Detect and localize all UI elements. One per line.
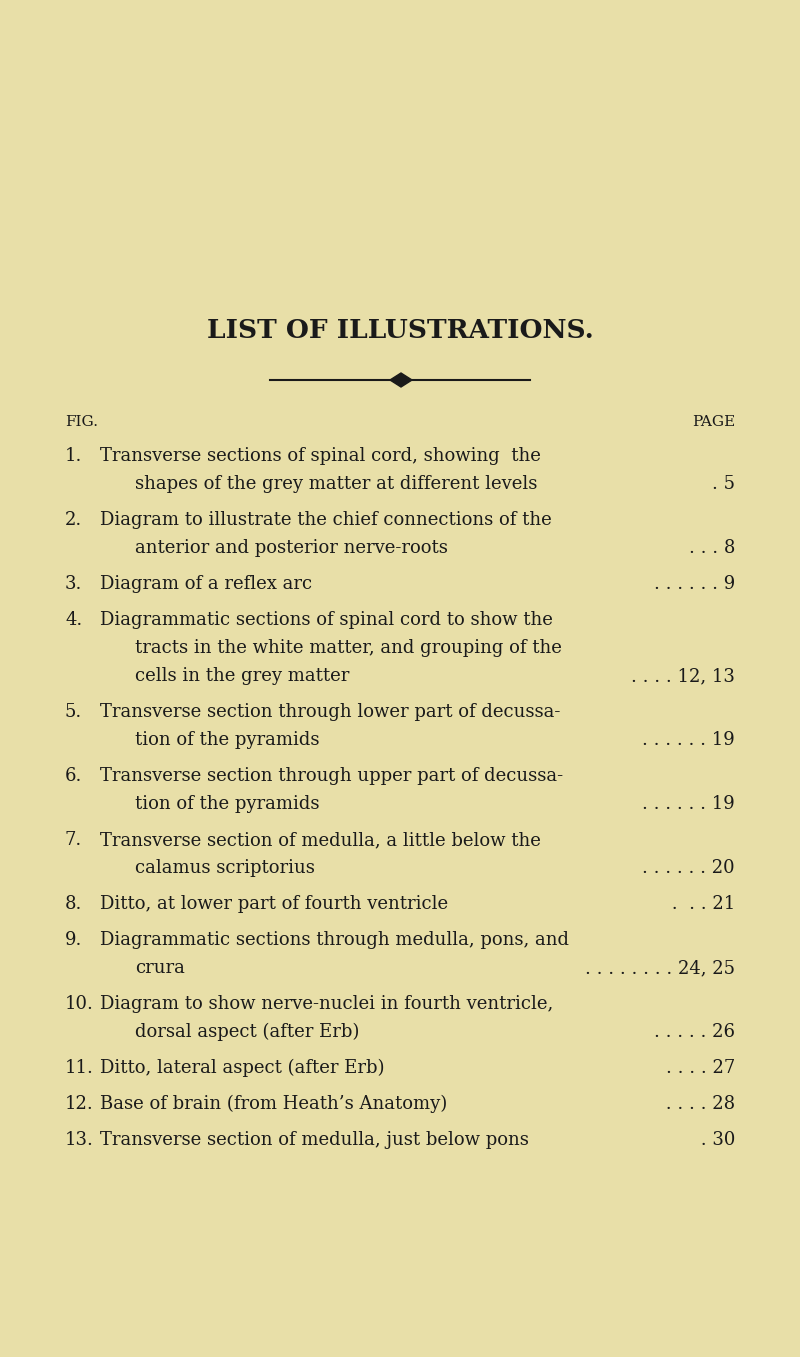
Text: dorsal aspect (after Erb): dorsal aspect (after Erb) [135,1023,359,1041]
Text: Diagram of a reflex arc: Diagram of a reflex arc [100,575,312,593]
Polygon shape [390,373,412,387]
Text: 1.: 1. [65,446,82,465]
Text: . 30: . 30 [694,1130,735,1149]
Text: 11.: 11. [65,1058,94,1077]
Text: crura: crura [135,959,185,977]
Text: 5.: 5. [65,703,82,721]
Text: 4.: 4. [65,611,82,630]
Text: . . . . . . 19: . . . . . . 19 [642,731,735,749]
Text: Ditto, lateral aspect (after Erb): Ditto, lateral aspect (after Erb) [100,1058,385,1077]
Text: . . . . . . 20: . . . . . . 20 [642,859,735,877]
Text: calamus scriptorius: calamus scriptorius [135,859,315,877]
Text: tion of the pyramids: tion of the pyramids [135,731,319,749]
Text: Transverse section of medulla, just below pons: Transverse section of medulla, just belo… [100,1130,529,1149]
Text: Diagrammatic sections of spinal cord to show the: Diagrammatic sections of spinal cord to … [100,611,553,630]
Text: 9.: 9. [65,931,82,949]
Text: Transverse section through upper part of decussa-: Transverse section through upper part of… [100,767,563,784]
Text: . . . . . 26: . . . . . 26 [654,1023,735,1041]
Text: tracts in the white matter, and grouping of the: tracts in the white matter, and grouping… [135,639,562,657]
Text: . . . . 27: . . . . 27 [666,1058,735,1077]
Text: . 5: . 5 [712,475,735,493]
Text: . . . . . . 19: . . . . . . 19 [642,795,735,813]
Text: 10.: 10. [65,995,94,1012]
Text: Base of brain (from Heath’s Anatomy): Base of brain (from Heath’s Anatomy) [100,1095,447,1113]
Text: . . . . 28: . . . . 28 [660,1095,735,1113]
Text: . . . 8: . . . 8 [689,539,735,556]
Text: 12.: 12. [65,1095,94,1113]
Text: 7.: 7. [65,830,82,849]
Text: anterior and posterior nerve-roots: anterior and posterior nerve-roots [135,539,448,556]
Text: Diagram to illustrate the chief connections of the: Diagram to illustrate the chief connecti… [100,512,552,529]
Text: PAGE: PAGE [692,415,735,429]
Text: Ditto, at lower part of fourth ventricle: Ditto, at lower part of fourth ventricle [100,896,448,913]
Text: Diagrammatic sections through medulla, pons, and: Diagrammatic sections through medulla, p… [100,931,569,949]
Text: tion of the pyramids: tion of the pyramids [135,795,319,813]
Text: shapes of the grey matter at different levels: shapes of the grey matter at different l… [135,475,538,493]
Text: .  . . 21: . . . 21 [666,896,735,913]
Text: FIG.: FIG. [65,415,98,429]
Text: cells in the grey matter: cells in the grey matter [135,668,350,685]
Text: 8.: 8. [65,896,82,913]
Text: . . . . . . 9: . . . . . . 9 [654,575,735,593]
Text: 3.: 3. [65,575,82,593]
Text: . . . . 12, 13: . . . . 12, 13 [631,668,735,685]
Text: 2.: 2. [65,512,82,529]
Text: 6.: 6. [65,767,82,784]
Text: Transverse section of medulla, a little below the: Transverse section of medulla, a little … [100,830,541,849]
Text: Transverse section through lower part of decussa-: Transverse section through lower part of… [100,703,560,721]
Text: Transverse sections of spinal cord, showing  the: Transverse sections of spinal cord, show… [100,446,541,465]
Text: Diagram to show nerve-nuclei in fourth ventricle,: Diagram to show nerve-nuclei in fourth v… [100,995,554,1012]
Text: 13.: 13. [65,1130,94,1149]
Text: . . . . . . . . 24, 25: . . . . . . . . 24, 25 [585,959,735,977]
Text: LIST OF ILLUSTRATIONS.: LIST OF ILLUSTRATIONS. [206,318,594,342]
